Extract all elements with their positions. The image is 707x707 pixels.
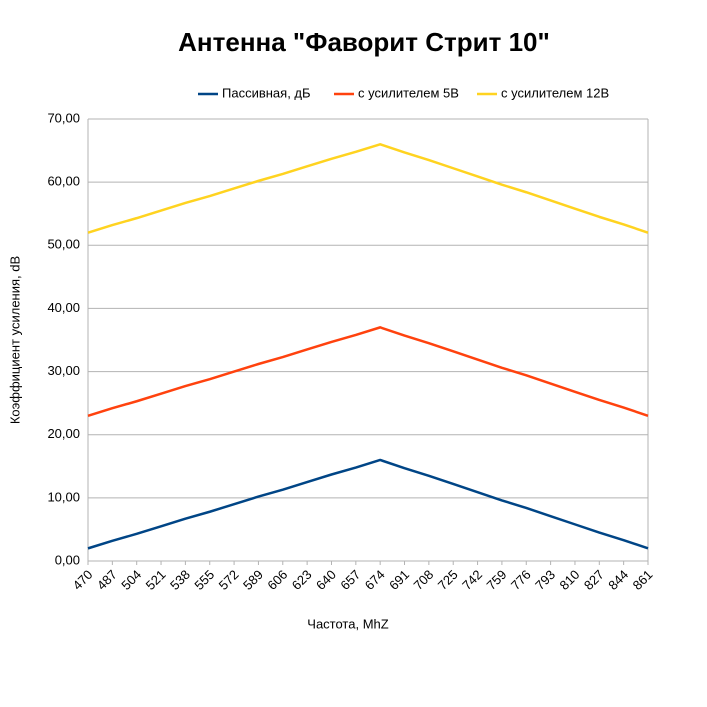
y-axis-label: Коэффициент усиления, dB <box>7 256 22 424</box>
x-axis-label: Частота, MhZ <box>307 616 388 631</box>
legend-label: Пассивная, дБ <box>222 85 311 100</box>
legend-label: с усилителем 5В <box>358 85 459 100</box>
y-tick-label: 0,00 <box>55 552 80 567</box>
y-tick-label: 60,00 <box>47 174 80 189</box>
series-line <box>87 326 649 417</box>
series-line <box>87 143 649 234</box>
y-tick-label: 20,00 <box>47 426 80 441</box>
y-tick-label: 40,00 <box>47 300 80 315</box>
y-tick-label: 10,00 <box>47 489 80 504</box>
y-tick-label: 70,00 <box>47 110 80 125</box>
chart-title: Антенна "Фаворит Стрит 10" <box>178 27 550 57</box>
series-line <box>87 458 649 550</box>
legend-label: с усилителем 12В <box>501 85 609 100</box>
y-tick-label: 30,00 <box>47 363 80 378</box>
y-tick-label: 50,00 <box>47 237 80 252</box>
